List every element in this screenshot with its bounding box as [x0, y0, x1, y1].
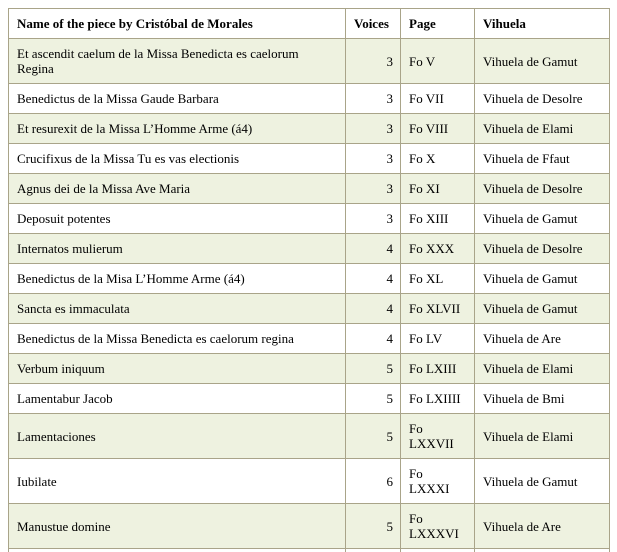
name-cell: Deposuit potentes — [9, 204, 346, 234]
name-cell: Manustue domine — [9, 504, 346, 549]
voices-cell: 5 — [346, 504, 401, 549]
name-cell: Agnus Dei de la Missa L’Homme Arme (á4) — [9, 549, 346, 552]
voices-cell: 3 — [346, 144, 401, 174]
vihuela-cell: Vihuela de Ffaut — [475, 144, 610, 174]
table-row: Crucifixus de la Missa Tu es vas electio… — [9, 144, 610, 174]
morales-pieces-table: Name of the piece by Cristóbal de Morale… — [8, 8, 610, 552]
vihuela-cell: Vihuela de Gamut — [475, 459, 610, 504]
voices-cell: 5 — [346, 384, 401, 414]
vihuela-cell: Vihuela de Are — [475, 324, 610, 354]
page-cell: Fo XCI — [401, 549, 475, 552]
page-cell: Fo LXIIII — [401, 384, 475, 414]
voices-cell: 3 — [346, 174, 401, 204]
page-cell: Fo X — [401, 144, 475, 174]
vihuela-cell: Vihuela de Are — [475, 504, 610, 549]
name-cell: Sancta es immaculata — [9, 294, 346, 324]
vihuela-cell: Vihuela de Desolre — [475, 84, 610, 114]
table-row: Benedictus de la Missa Benedicta es cael… — [9, 324, 610, 354]
name-cell: Et resurexit de la Missa L’Homme Arme (á… — [9, 114, 346, 144]
vihuela-cell: Vihuela de Gamut — [475, 294, 610, 324]
vihuela-cell: Vihuela de Desolre — [475, 234, 610, 264]
page-cell: Fo LXXXI — [401, 459, 475, 504]
voices-cell: 3 — [346, 204, 401, 234]
page-cell: Fo XL — [401, 264, 475, 294]
vihuela-cell: Vihuela de Gamut — [475, 549, 610, 552]
voices-cell: 3 — [346, 39, 401, 84]
column-header-name: Name of the piece by Cristóbal de Morale… — [9, 9, 346, 39]
name-cell: Benedictus de la Misa L’Homme Arme (á4) — [9, 264, 346, 294]
page-cell: Fo VII — [401, 84, 475, 114]
vihuela-cell: Vihuela de Gamut — [475, 264, 610, 294]
voices-cell: 5 — [346, 414, 401, 459]
header-row: Name of the piece by Cristóbal de Morale… — [9, 9, 610, 39]
page-cell: Fo XIII — [401, 204, 475, 234]
page-cell: Fo XI — [401, 174, 475, 204]
page-cell: Fo LXXVII — [401, 414, 475, 459]
voices-cell: 4 — [346, 294, 401, 324]
voices-cell: 4 — [346, 324, 401, 354]
page-cell: Fo LXIII — [401, 354, 475, 384]
column-header-vihuela: Vihuela — [475, 9, 610, 39]
column-header-page: Page — [401, 9, 475, 39]
name-cell: Agnus dei de la Missa Ave Maria — [9, 174, 346, 204]
column-header-voices: Voices — [346, 9, 401, 39]
name-cell: Benedictus de la Missa Gaude Barbara — [9, 84, 346, 114]
vihuela-cell: Vihuela de Elami — [475, 414, 610, 459]
table-row: Agnus Dei de la Missa L’Homme Arme (á4)4… — [9, 549, 610, 552]
name-cell: Lamentaciones — [9, 414, 346, 459]
voices-cell: 4 — [346, 234, 401, 264]
page-cell: Fo XLVII — [401, 294, 475, 324]
name-cell: Internatos mulierum — [9, 234, 346, 264]
vihuela-cell: Vihuela de Elami — [475, 354, 610, 384]
table-row: Et ascendit caelum de la Missa Benedicta… — [9, 39, 610, 84]
name-cell: Verbum iniquum — [9, 354, 346, 384]
voices-cell: 3 — [346, 84, 401, 114]
page-cell: Fo LV — [401, 324, 475, 354]
name-cell: Benedictus de la Missa Benedicta es cael… — [9, 324, 346, 354]
name-cell: Crucifixus de la Missa Tu es vas electio… — [9, 144, 346, 174]
page-cell: Fo V — [401, 39, 475, 84]
vihuela-cell: Vihuela de Gamut — [475, 39, 610, 84]
vihuela-cell: Vihuela de Bmi — [475, 384, 610, 414]
page-cell: Fo XXX — [401, 234, 475, 264]
vihuela-cell: Vihuela de Gamut — [475, 204, 610, 234]
voices-cell: 4 — [346, 264, 401, 294]
page-cell: Fo LXXXVI — [401, 504, 475, 549]
name-cell: Iubilate — [9, 459, 346, 504]
voices-cell: 4 — [346, 549, 401, 552]
vihuela-cell: Vihuela de Desolre — [475, 174, 610, 204]
table-row: Benedictus de la Misa L’Homme Arme (á4)4… — [9, 264, 610, 294]
page-cell: Fo VIII — [401, 114, 475, 144]
name-cell: Lamentabur Jacob — [9, 384, 346, 414]
name-cell: Et ascendit caelum de la Missa Benedicta… — [9, 39, 346, 84]
vihuela-cell: Vihuela de Elami — [475, 114, 610, 144]
table-body: Et ascendit caelum de la Missa Benedicta… — [9, 39, 610, 552]
table-row: Et resurexit de la Missa L’Homme Arme (á… — [9, 114, 610, 144]
voices-cell: 3 — [346, 114, 401, 144]
voices-cell: 6 — [346, 459, 401, 504]
voices-cell: 5 — [346, 354, 401, 384]
